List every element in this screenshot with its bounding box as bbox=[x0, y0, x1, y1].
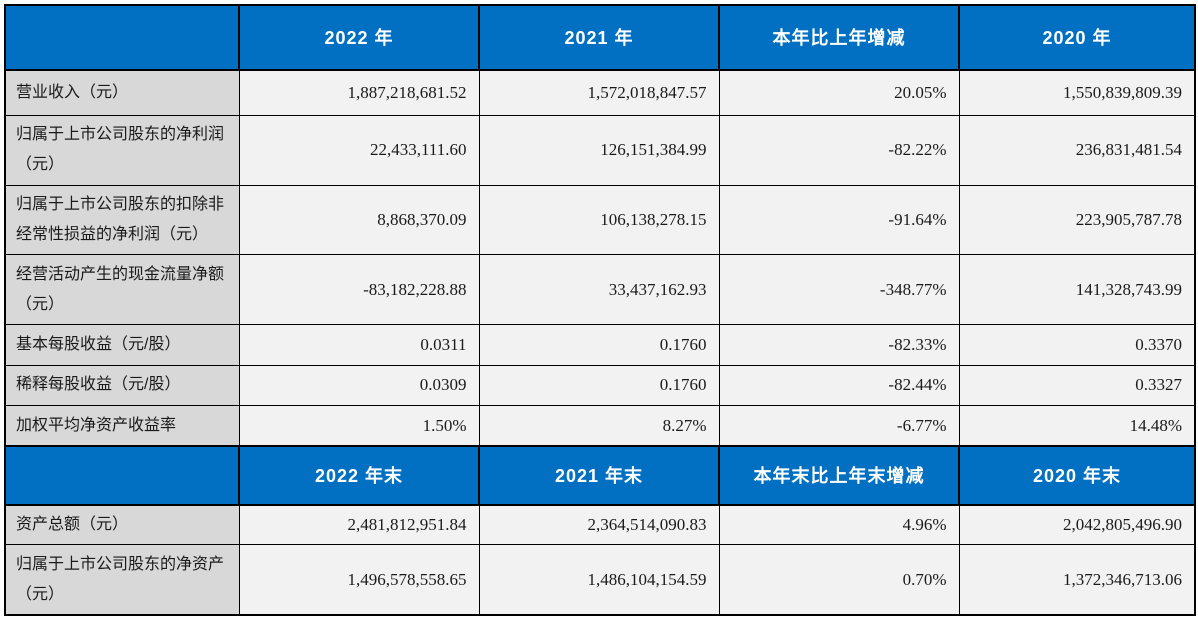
col-header-yoy-change: 本年比上年增减 bbox=[718, 4, 960, 71]
row-label: 基本每股收益（元/股） bbox=[4, 324, 240, 366]
cell-value: 8.27% bbox=[478, 405, 720, 447]
table-row-diluted-eps: 稀释每股收益（元/股） 0.0309 0.1760 -82.44% 0.3327 bbox=[4, 364, 1196, 407]
cell-value: 2,481,812,951.84 bbox=[238, 504, 480, 546]
cell-value: 2,364,514,090.83 bbox=[478, 504, 720, 546]
table-row-operating-cash-flow: 经营活动产生的现金流量净额（元） -83,182,228.88 33,437,1… bbox=[4, 254, 1196, 326]
col-header-2021: 2021 年 bbox=[478, 4, 720, 71]
cell-value: 0.0309 bbox=[238, 364, 480, 407]
cell-value: -348.77% bbox=[718, 254, 960, 326]
table-row-net-profit-excl-nonrecurring: 归属于上市公司股东的扣除非经常性损益的净利润（元） 8,868,370.09 1… bbox=[4, 184, 1196, 256]
col-header-yoy-end-change: 本年末比上年末增减 bbox=[718, 445, 960, 506]
year-header-row: 2022 年 2021 年 本年比上年增减 2020 年 bbox=[4, 4, 1196, 71]
cell-value: 223,905,787.78 bbox=[958, 184, 1196, 256]
col-header-2022-end: 2022 年末 bbox=[238, 445, 480, 506]
table-row-revenue: 营业收入（元） 1,887,218,681.52 1,572,018,847.5… bbox=[4, 69, 1196, 116]
table-row-total-assets: 资产总额（元） 2,481,812,951.84 2,364,514,090.8… bbox=[4, 504, 1196, 546]
cell-value: 4.96% bbox=[718, 504, 960, 546]
cell-value: -82.33% bbox=[718, 324, 960, 366]
cell-value: 0.1760 bbox=[478, 364, 720, 407]
col-header-2021-end: 2021 年末 bbox=[478, 445, 720, 506]
row-label: 加权平均净资产收益率 bbox=[4, 405, 240, 447]
cell-value: 236,831,481.54 bbox=[958, 114, 1196, 186]
cell-value: 1,572,018,847.57 bbox=[478, 69, 720, 116]
row-label: 经营活动产生的现金流量净额（元） bbox=[4, 254, 240, 326]
cell-value: -83,182,228.88 bbox=[238, 254, 480, 326]
cell-value: 0.70% bbox=[718, 544, 960, 616]
cell-value: 1,887,218,681.52 bbox=[238, 69, 480, 116]
cell-value: -82.44% bbox=[718, 364, 960, 407]
financial-summary-table: 2022 年 2021 年 本年比上年增减 2020 年 营业收入（元） 1,8… bbox=[4, 4, 1196, 616]
cell-value: 141,328,743.99 bbox=[958, 254, 1196, 326]
cell-value: 33,437,162.93 bbox=[478, 254, 720, 326]
cell-value: 22,433,111.60 bbox=[238, 114, 480, 186]
col-header-2022: 2022 年 bbox=[238, 4, 480, 71]
row-label: 归属于上市公司股东的扣除非经常性损益的净利润（元） bbox=[4, 184, 240, 256]
row-label: 归属于上市公司股东的净利润（元） bbox=[4, 114, 240, 186]
row-label: 稀释每股收益（元/股） bbox=[4, 364, 240, 407]
header-corner-cell bbox=[4, 4, 240, 71]
table-row-net-profit: 归属于上市公司股东的净利润（元） 22,433,111.60 126,151,3… bbox=[4, 114, 1196, 186]
cell-value: 2,042,805,496.90 bbox=[958, 504, 1196, 546]
table-row-basic-eps: 基本每股收益（元/股） 0.0311 0.1760 -82.33% 0.3370 bbox=[4, 324, 1196, 366]
cell-value: 14.48% bbox=[958, 405, 1196, 447]
table-row-net-assets: 归属于上市公司股东的净资产（元） 1,496,578,558.65 1,486,… bbox=[4, 544, 1196, 616]
cell-value: 1.50% bbox=[238, 405, 480, 447]
row-label: 归属于上市公司股东的净资产（元） bbox=[4, 544, 240, 616]
cell-value: 1,486,104,154.59 bbox=[478, 544, 720, 616]
cell-value: 1,496,578,558.65 bbox=[238, 544, 480, 616]
cell-value: 1,550,839,809.39 bbox=[958, 69, 1196, 116]
cell-value: -82.22% bbox=[718, 114, 960, 186]
cell-value: -91.64% bbox=[718, 184, 960, 256]
row-label: 资产总额（元） bbox=[4, 504, 240, 546]
cell-value: -6.77% bbox=[718, 405, 960, 447]
year-end-header-row: 2022 年末 2021 年末 本年末比上年末增减 2020 年末 bbox=[4, 445, 1196, 506]
cell-value: 106,138,278.15 bbox=[478, 184, 720, 256]
header-corner-cell bbox=[4, 445, 240, 506]
cell-value: 0.0311 bbox=[238, 324, 480, 366]
col-header-2020-end: 2020 年末 bbox=[958, 445, 1196, 506]
cell-value: 0.3327 bbox=[958, 364, 1196, 407]
cell-value: 20.05% bbox=[718, 69, 960, 116]
table-row-weighted-avg-roe: 加权平均净资产收益率 1.50% 8.27% -6.77% 14.48% bbox=[4, 405, 1196, 447]
cell-value: 0.3370 bbox=[958, 324, 1196, 366]
col-header-2020: 2020 年 bbox=[958, 4, 1196, 71]
cell-value: 1,372,346,713.06 bbox=[958, 544, 1196, 616]
cell-value: 0.1760 bbox=[478, 324, 720, 366]
row-label: 营业收入（元） bbox=[4, 69, 240, 116]
cell-value: 8,868,370.09 bbox=[238, 184, 480, 256]
cell-value: 126,151,384.99 bbox=[478, 114, 720, 186]
